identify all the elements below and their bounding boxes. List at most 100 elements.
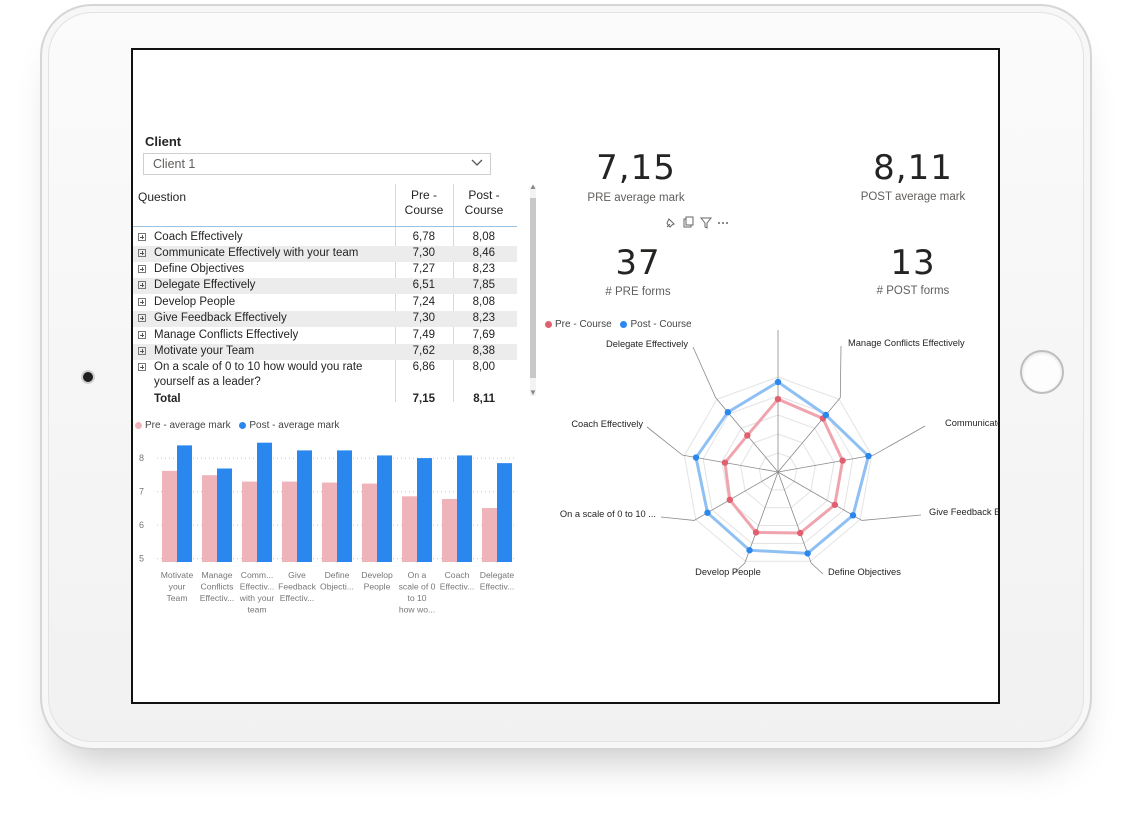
header-question[interactable]: Question [138,190,187,204]
more-icon[interactable] [718,222,728,224]
bar-post[interactable] [457,455,472,562]
row-question: Define Objectives [154,263,245,275]
bar-pre[interactable] [442,498,457,562]
radar-point-pre[interactable] [721,459,729,466]
radar-axis-line [646,426,779,473]
scroll-down-icon[interactable]: ▼ [529,388,537,397]
header-pre-course[interactable]: Pre - Course [404,188,444,217]
table-scrollbar[interactable]: ▲ ▼ [529,182,537,397]
header-post-course[interactable]: Post - Course [464,188,504,217]
kpi-post-forms-label: # POST forms [876,285,950,297]
table-row[interactable]: On a scale of 0 to 10 how would you rate… [133,360,517,392]
row-pre-value: 7,49 [412,329,435,341]
bar-pre[interactable] [242,481,257,562]
pin-icon[interactable] [666,218,675,228]
row-post-value: 8,23 [472,312,495,324]
expand-icon[interactable] [138,281,146,289]
questions-table: Question Pre - Course Post - Course Coac… [133,184,519,410]
radar-point-pre[interactable] [726,496,734,504]
bar-pre[interactable] [202,475,217,562]
radar-point-post[interactable] [804,550,811,557]
client-dropdown[interactable]: Client 1 [143,153,491,175]
radar-point-pre[interactable] [752,529,760,536]
radar-point-pre[interactable] [839,457,846,464]
radar-legend-item-post[interactable]: Post - Course [620,319,692,330]
scroll-up-icon[interactable]: ▲ [529,182,537,191]
table-row[interactable]: Delegate Effectively 6,51 7,85 [133,278,517,294]
table-row[interactable]: Coach Effectively 6,78 8,08 [133,230,517,246]
bar-pre[interactable] [322,482,337,562]
row-question: Communicate Effectively with your team [154,247,359,259]
bar-pre[interactable] [482,508,497,562]
expand-icon[interactable] [138,233,146,241]
table-row[interactable]: Manage Conflicts Effectively 7,49 7,69 [133,328,517,344]
copy-icon[interactable] [683,216,694,228]
expand-icon[interactable] [138,363,146,371]
legend-item-post[interactable]: Post - average mark [239,420,339,431]
bar-pre[interactable] [362,483,377,562]
row-question: Coach Effectively [154,231,243,243]
bar-post[interactable] [377,455,392,562]
row-pre-value: 7,24 [412,296,435,308]
report-screen: Client Client 1 Question Pre - Course Po… [131,48,1000,704]
expand-icon[interactable] [138,298,146,306]
radar-point-pre[interactable] [744,432,751,439]
radar-series-pre [723,397,845,535]
radar-point-post[interactable] [865,452,872,460]
radar-axis-label: Develop People [695,567,761,577]
legend-item-pre[interactable]: Pre - average mark [135,420,231,431]
bar-post[interactable] [337,450,352,562]
radar-point-pre[interactable] [797,529,804,537]
radar-axis-label: Coach Effectively [571,419,643,429]
radar-point-post[interactable] [724,409,732,416]
radar-point-post[interactable] [822,411,830,419]
table-row[interactable]: Give Feedback Effectively 7,30 8,23 [133,311,517,327]
legend-dot-pre [135,421,142,429]
bar-post[interactable] [217,468,232,562]
bar-pre[interactable] [162,470,177,562]
radar-point-pre[interactable] [774,395,782,403]
radar-point-post[interactable] [774,378,782,386]
scrollbar-thumb[interactable] [530,198,536,378]
x-tick-label: to 10 [407,593,426,603]
radar-point-pre[interactable] [831,501,839,508]
radar-axis-label: Manage Conflicts Effectively [848,338,965,348]
bar-pre[interactable] [282,481,297,562]
client-dropdown-value: Client 1 [153,157,196,171]
expand-icon[interactable] [138,331,146,339]
expand-icon[interactable] [138,249,146,257]
legend-label-post: Post - average mark [249,420,340,431]
filter-icon[interactable] [699,217,713,229]
radar-legend-item-pre[interactable]: Pre - Course [545,319,612,330]
chevron-down-icon [471,159,483,166]
header-divider [133,226,517,227]
radar-axis-line [732,471,779,575]
radar-point-post[interactable] [849,512,857,519]
radar-axis-line [777,345,842,473]
expand-icon[interactable] [138,347,146,355]
legend-dot-post [239,421,247,429]
radar-grid-ring [702,395,854,544]
table-row[interactable]: Define Objectives 7,27 8,23 [133,262,517,278]
radar-legend-dot-pre [545,320,552,328]
table-row[interactable]: Develop People 7,24 8,08 [133,295,517,311]
radar-point-post[interactable] [746,547,753,554]
camera-icon [83,372,93,382]
bar-post[interactable] [497,463,512,562]
radar-point-post[interactable] [704,509,711,516]
table-row[interactable]: Motivate your Team 7,62 8,38 [133,344,517,360]
table-row[interactable]: Communicate Effectively with your team 7,… [133,246,517,262]
row-question: Motivate your Team [154,345,255,357]
expand-icon[interactable] [138,314,146,322]
visual-header-toolbar [663,216,743,230]
bar-post[interactable] [417,458,432,562]
home-button[interactable] [1020,350,1064,394]
bar-post[interactable] [297,450,312,562]
bar-post[interactable] [257,442,272,562]
radar-point-post[interactable] [692,454,700,461]
expand-icon[interactable] [138,265,146,273]
bar-post[interactable] [177,445,192,562]
total-pre: 7,15 [412,393,435,405]
bar-pre[interactable] [402,496,417,562]
